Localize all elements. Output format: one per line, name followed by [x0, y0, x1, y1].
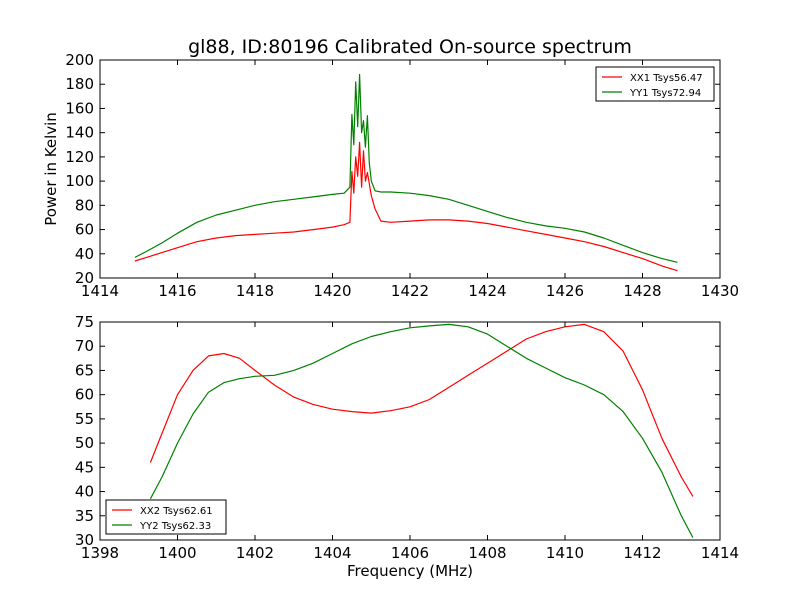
x-tick-label: 1410 — [546, 544, 584, 562]
y-tick-label: 60 — [75, 386, 94, 404]
legend-label: XX1 Tsys56.47 — [630, 73, 703, 84]
x-tick-label: 1400 — [158, 544, 196, 562]
x-tick-label: 1416 — [158, 282, 196, 300]
y-tick-label: 40 — [75, 245, 94, 263]
top-plot: 1414 1416 1418 1420 1422 1424 1426 1428 1430 20 40… — [42, 51, 739, 300]
y-tick-label: 80 — [75, 196, 94, 214]
y-tick-label: 160 — [65, 99, 94, 117]
series-line-xx1 — [134, 141, 678, 272]
x-tick-label: 1424 — [468, 282, 506, 300]
y-tick-label: 200 — [65, 51, 94, 69]
bottom-plot: 1398 1400 1402 1404 1406 1408 1410 1412 1414 30 35… — [75, 313, 739, 580]
x-tick-label: 1408 — [468, 544, 506, 562]
y-tick-label: 75 — [75, 313, 94, 331]
x-tick-label: 1430 — [701, 282, 739, 300]
x-tick-label: 1404 — [313, 544, 351, 562]
x-tick-label: 1418 — [236, 282, 274, 300]
y-tick-label: 120 — [65, 148, 94, 166]
y-tick-label: 65 — [75, 361, 94, 379]
y-axis-label: Power in Kelvin — [42, 112, 60, 226]
x-tick-label: 1412 — [623, 544, 661, 562]
legend-label: XX2 Tsys62.61 — [140, 506, 213, 517]
y-tick-label: 140 — [65, 124, 94, 142]
y-tick-label: 50 — [75, 434, 94, 452]
chart-title: gl88, ID:80196 Calibrated On-source spec… — [188, 36, 632, 58]
x-tick-label: 1414 — [81, 282, 119, 300]
legend: XX1 Tsys56.47 YY1 Tsys72.94 — [595, 66, 715, 102]
series-line-xx2 — [149, 323, 694, 497]
x-tick-label: 1398 — [81, 544, 119, 562]
y-tick-label: 45 — [75, 458, 94, 476]
y-tick-label: 35 — [75, 507, 94, 525]
x-tick-label: 1406 — [391, 544, 429, 562]
legend-label: YY1 Tsys72.94 — [629, 88, 701, 99]
y-tick-label: 30 — [75, 531, 94, 549]
legend-box — [105, 499, 227, 535]
y-tick-label: 70 — [75, 337, 94, 355]
x-tick-label: 1420 — [313, 282, 351, 300]
y-tick-label: 55 — [75, 410, 94, 428]
y-tick-label: 100 — [65, 172, 94, 190]
series-line-yy1 — [134, 73, 678, 263]
series-line-yy2 — [149, 323, 694, 538]
legend: XX2 Tsys62.61 YY2 Tsys62.33 — [105, 499, 227, 535]
y-tick-label: 20 — [75, 269, 94, 287]
y-tick-label: 40 — [75, 483, 94, 501]
legend-label: YY2 Tsys62.33 — [139, 521, 211, 532]
y-tick-label: 180 — [65, 75, 94, 93]
x-tick-label: 1426 — [546, 282, 584, 300]
x-axis-label: Frequency (MHz) — [347, 562, 473, 580]
x-tick-label: 1422 — [391, 282, 429, 300]
x-tick-label: 1414 — [701, 544, 739, 562]
x-tick-label: 1428 — [623, 282, 661, 300]
y-tick-label: 60 — [75, 221, 94, 239]
legend-box — [595, 66, 715, 102]
x-tick-label: 1402 — [236, 544, 274, 562]
